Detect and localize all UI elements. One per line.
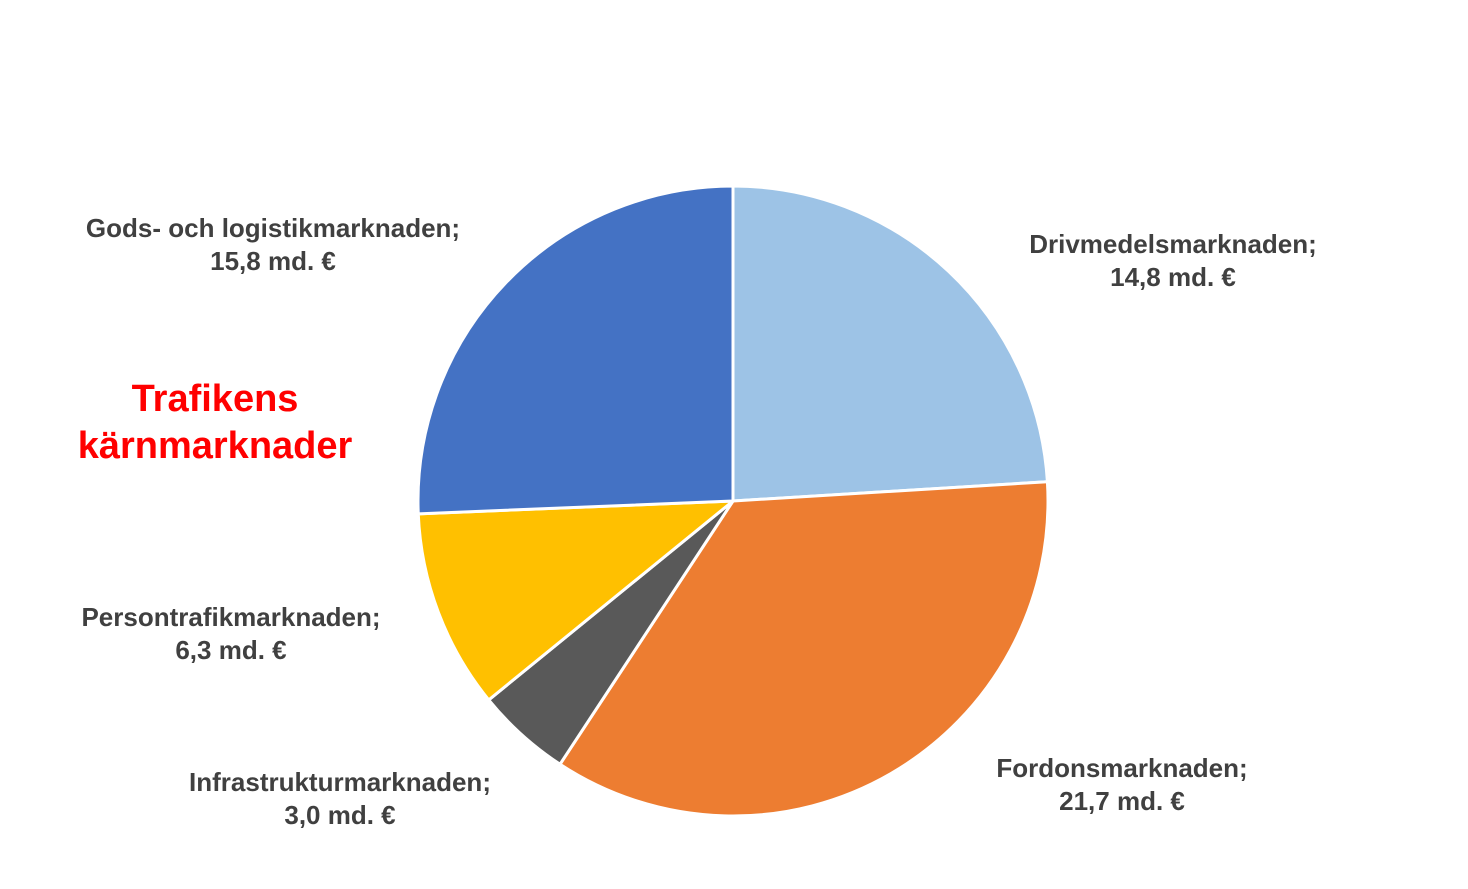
pie-slice-1 (558, 480, 1050, 818)
label-value: 15,8 md. € (210, 246, 336, 276)
label-name: Drivmedelsmarknaden; (1029, 229, 1317, 259)
label-name: Fordonsmarknaden; (996, 753, 1248, 783)
label-name: Infrastrukturmarknaden; (189, 767, 491, 797)
label-value: 21,7 md. € (1059, 786, 1185, 816)
label-value: 14,8 md. € (1110, 262, 1236, 292)
label-name: Gods- och logistikmarknaden; (85, 213, 461, 243)
pie-slice-4 (416, 184, 735, 516)
label-value: 3,0 md. € (284, 800, 396, 830)
data-label-persontrafik: Persontrafikmarknaden; 6,3 md. € (81, 601, 380, 667)
title-line-1: Trafikens (131, 378, 299, 420)
title-line-2: kärnmarknader (77, 425, 353, 467)
chart-title: Trafikens kärnmarknader (78, 376, 353, 470)
label-name: Persontrafikmarknaden; (81, 602, 381, 632)
label-value: 6,3 md. € (175, 635, 287, 665)
data-label-fordon: Fordonsmarknaden; 21,7 md. € (996, 752, 1247, 818)
pie-slice-3 (416, 499, 735, 702)
pie-slice-0 (731, 184, 1049, 503)
data-label-infrastruktur: Infrastrukturmarknaden; 3,0 md. € (189, 766, 491, 832)
data-label-drivmedel: Drivmedelsmarknaden; 14,8 md. € (1029, 228, 1317, 294)
data-label-gods-logistik: Gods- och logistikmarknaden; 15,8 md. € (86, 212, 460, 278)
